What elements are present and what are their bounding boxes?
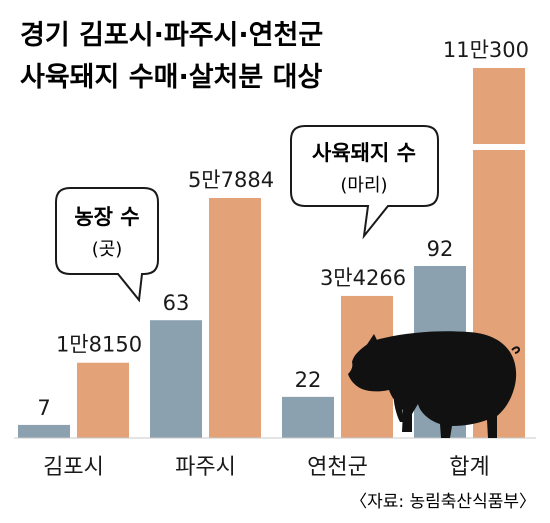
bar-farms-0	[18, 424, 70, 438]
pig-tail-icon	[511, 346, 520, 354]
value-label-farms-1: 63	[163, 291, 190, 315]
source-note: 〈자료: 농림축산식품부〉	[350, 492, 536, 512]
legend-pigs-unit: (마리)	[340, 175, 387, 196]
category-label-3: 합계	[449, 455, 489, 480]
value-label-pigs-0: 1만8150	[56, 333, 142, 357]
value-label-farms-2: 22	[295, 368, 322, 392]
value-label-farms-3: 92	[427, 237, 454, 261]
legend-farms-title: 농장 수	[74, 205, 139, 229]
bubble-farms-shape	[55, 187, 159, 303]
pig-silhouette-icon	[348, 331, 517, 438]
bar-farms-1	[150, 320, 202, 438]
chart-title-line-2: 사육돼지 수매·살처분 대상	[20, 62, 322, 93]
bubble-farms: 농장 수 (곳)	[55, 187, 159, 303]
bubble-pigs-shape	[290, 125, 439, 240]
value-label-pigs-1: 5만7884	[188, 168, 274, 192]
axis-break-marker	[473, 144, 525, 150]
bar-pigs-0	[77, 362, 129, 438]
chart-title-line-1: 경기 김포시·파주시·연천군	[20, 20, 323, 51]
bar-pigs-1	[209, 198, 261, 438]
category-label-1: 파주시	[175, 455, 236, 480]
bar-farms-2	[282, 396, 334, 438]
value-labels-group: 7 1만8150 63 5만7884 22 3만4266 92 11만300	[37, 38, 529, 420]
category-label-0: 김포시	[43, 455, 104, 480]
value-label-pigs-3: 11만300	[443, 38, 529, 62]
bubble-pigs: 사육돼지 수 (마리)	[290, 125, 439, 240]
legend-farms-unit: (곳)	[92, 239, 123, 260]
value-label-pigs-2: 3만4266	[320, 266, 406, 290]
category-labels-group: 김포시 파주시 연천군 합계	[43, 455, 490, 480]
category-label-2: 연천군	[307, 455, 368, 480]
value-label-farms-0: 7	[37, 396, 50, 420]
legend-pigs-title: 사육돼지 수	[312, 141, 416, 165]
